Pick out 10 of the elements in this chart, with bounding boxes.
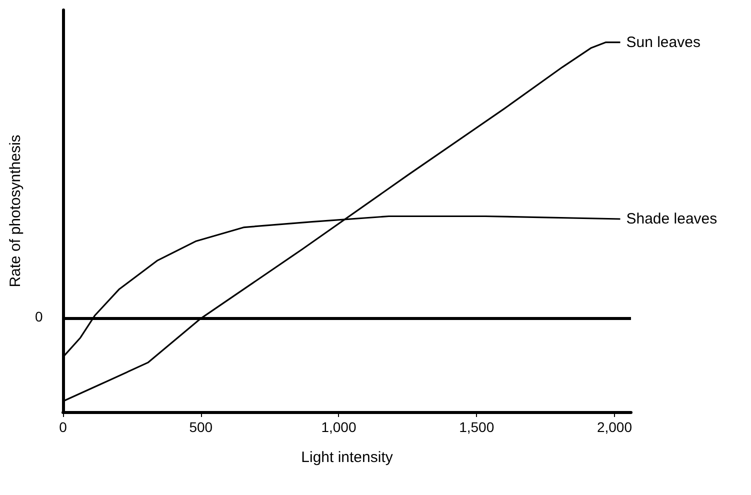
series-label: Shade leaves: [626, 210, 718, 228]
x-tick-label: 1,500: [459, 419, 494, 435]
series-label: Sun leaves: [626, 34, 700, 51]
x-axis-title: Light intensity: [301, 449, 394, 466]
x-tick-label: 1,000: [321, 419, 356, 435]
x-tick-label: 0: [59, 419, 68, 435]
ref-line-label: 0: [35, 308, 43, 324]
y-axis-title: Rate of photosynthesis: [7, 134, 24, 288]
x-tick-label: 2,000: [596, 419, 632, 435]
x-tick-label: 500: [189, 419, 213, 435]
